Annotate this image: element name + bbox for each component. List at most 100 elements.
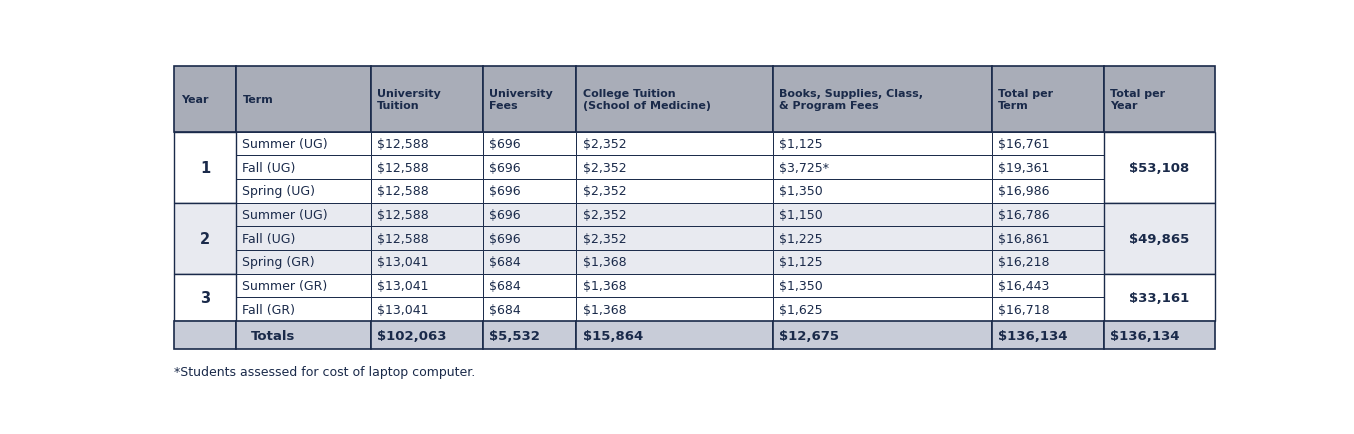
Bar (236, 67, 371, 132)
Bar (991, 297, 1104, 321)
Bar (175, 132, 236, 203)
Bar (1104, 274, 1216, 297)
Text: University
Tuition: University Tuition (378, 89, 441, 111)
Bar (577, 67, 773, 132)
Text: Term: Term (242, 95, 274, 105)
Text: Fall (UG): Fall (UG) (242, 161, 295, 174)
Bar (577, 156, 773, 180)
Bar (773, 227, 991, 250)
Bar (482, 67, 577, 132)
Bar (482, 156, 577, 180)
Text: Year: Year (181, 95, 209, 105)
Bar (773, 132, 991, 156)
Text: Summer (GR): Summer (GR) (242, 279, 328, 292)
Text: $12,675: $12,675 (779, 329, 839, 342)
Bar (773, 321, 991, 349)
Bar (371, 67, 482, 132)
Text: $2,352: $2,352 (582, 185, 626, 198)
Text: $1,125: $1,125 (779, 256, 822, 269)
Text: $684: $684 (489, 303, 521, 316)
Text: $1,368: $1,368 (582, 303, 626, 316)
Text: 2: 2 (200, 231, 210, 246)
Bar (991, 250, 1104, 274)
Text: $16,986: $16,986 (998, 185, 1049, 198)
Bar (482, 297, 577, 321)
Bar (236, 321, 371, 349)
Text: $13,041: $13,041 (378, 303, 429, 316)
Text: $53,108: $53,108 (1129, 161, 1190, 174)
Bar (1104, 132, 1216, 156)
Text: $19,361: $19,361 (998, 161, 1049, 174)
Text: $1,225: $1,225 (779, 232, 822, 245)
Bar (175, 274, 236, 297)
Text: Fall (UG): Fall (UG) (242, 232, 295, 245)
Text: $1,350: $1,350 (779, 185, 823, 198)
Text: $696: $696 (489, 208, 520, 221)
Text: Fall (GR): Fall (GR) (242, 303, 295, 316)
Text: $1,368: $1,368 (582, 279, 626, 292)
Bar (991, 227, 1104, 250)
Bar (1104, 203, 1216, 227)
Bar (371, 297, 482, 321)
Text: $136,134: $136,134 (1110, 329, 1179, 342)
Text: $136,134: $136,134 (998, 329, 1067, 342)
Text: 1: 1 (200, 160, 210, 175)
Bar (482, 203, 577, 227)
Text: Summer (UG): Summer (UG) (242, 208, 328, 221)
Bar (175, 203, 236, 274)
Text: $12,588: $12,588 (378, 138, 429, 151)
Bar (175, 180, 236, 203)
Bar (371, 250, 482, 274)
Text: *Students assessed for cost of laptop computer.: *Students assessed for cost of laptop co… (175, 365, 475, 378)
Bar (773, 297, 991, 321)
Bar (1104, 250, 1216, 274)
Text: $15,864: $15,864 (582, 329, 643, 342)
Text: College Tuition
(School of Medicine): College Tuition (School of Medicine) (582, 89, 711, 111)
Text: $33,161: $33,161 (1129, 291, 1190, 304)
Text: $12,588: $12,588 (378, 161, 429, 174)
Text: Total per
Year: Total per Year (1110, 89, 1164, 111)
Text: $3,725*: $3,725* (779, 161, 829, 174)
Bar (482, 132, 577, 156)
Bar (175, 321, 236, 349)
Bar (577, 250, 773, 274)
Text: $16,786: $16,786 (998, 208, 1049, 221)
Text: $1,368: $1,368 (582, 256, 626, 269)
Bar (577, 227, 773, 250)
Text: $12,588: $12,588 (378, 208, 429, 221)
Text: Spring (UG): Spring (UG) (242, 185, 315, 198)
Bar (371, 132, 482, 156)
Text: $13,041: $13,041 (378, 279, 429, 292)
Bar (991, 67, 1104, 132)
Bar (577, 203, 773, 227)
Text: University
Fees: University Fees (489, 89, 552, 111)
Bar (1104, 297, 1216, 321)
Bar (175, 250, 236, 274)
Bar (773, 203, 991, 227)
Text: $16,861: $16,861 (998, 232, 1049, 245)
Bar (1104, 67, 1216, 132)
Text: $1,125: $1,125 (779, 138, 822, 151)
Bar (577, 274, 773, 297)
Bar (236, 132, 371, 156)
Bar (371, 321, 482, 349)
Text: $684: $684 (489, 256, 521, 269)
Bar (371, 203, 482, 227)
Text: $1,350: $1,350 (779, 279, 823, 292)
Bar (773, 180, 991, 203)
Bar (236, 203, 371, 227)
Bar (236, 180, 371, 203)
Bar (175, 203, 236, 227)
Bar (175, 227, 236, 250)
Bar (1104, 203, 1216, 274)
Text: $12,588: $12,588 (378, 185, 429, 198)
Bar (371, 180, 482, 203)
Text: $696: $696 (489, 161, 520, 174)
Bar (991, 180, 1104, 203)
Bar (371, 156, 482, 180)
Bar (175, 274, 236, 321)
Text: $1,150: $1,150 (779, 208, 823, 221)
Text: $696: $696 (489, 138, 520, 151)
Text: Summer (UG): Summer (UG) (242, 138, 328, 151)
Text: $696: $696 (489, 232, 520, 245)
